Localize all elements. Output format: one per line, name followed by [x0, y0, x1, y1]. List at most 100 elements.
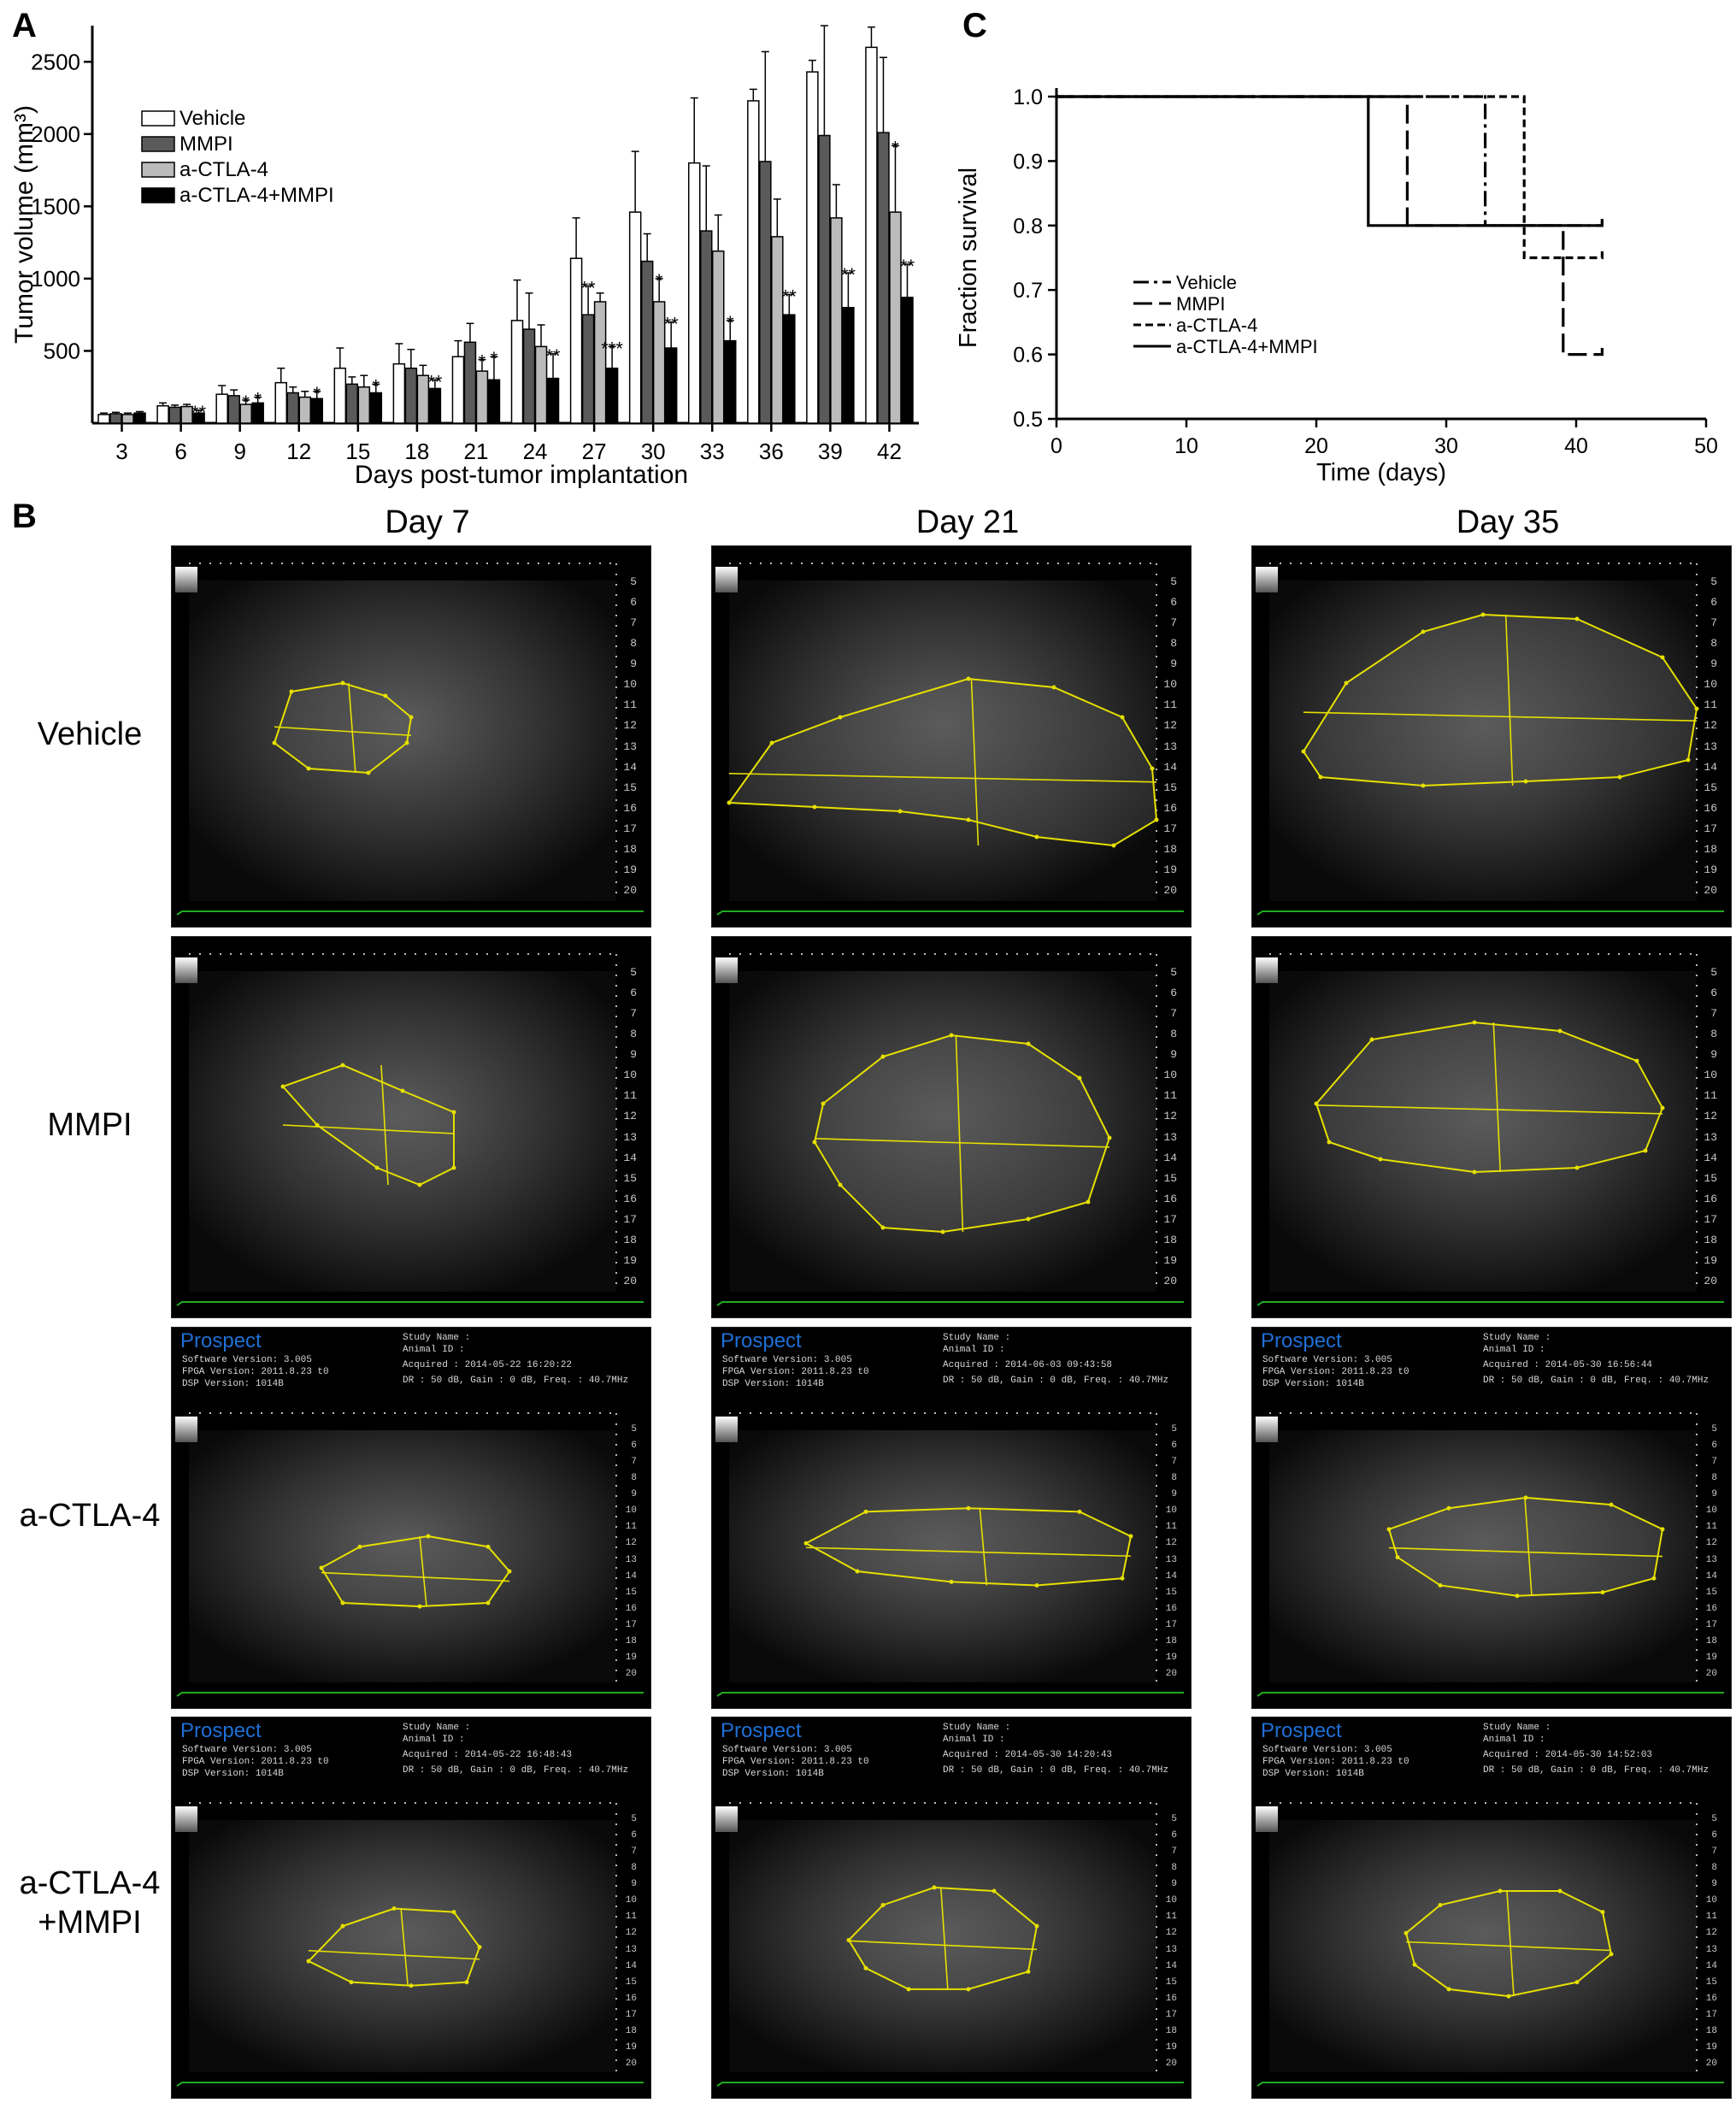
brand: Prospect	[180, 1329, 262, 1352]
outline-vertex	[451, 1110, 456, 1115]
row-label-actla4-mmpi: a-CTLA-4 +MMPI	[19, 1865, 161, 1941]
scanner-info-header: Prospect Software Version: 3.005 FPGA Vers…	[712, 1328, 1191, 1396]
outline-vertex	[803, 1541, 809, 1546]
outline-vertex	[1077, 1509, 1082, 1514]
significance-mark: *	[892, 137, 899, 158]
depth-tick-label: 12	[1165, 1538, 1177, 1549]
outline-vertex	[357, 1544, 362, 1549]
bar	[724, 339, 737, 424]
outline-vertex	[1026, 1217, 1031, 1222]
legend-label: a-CTLA-4	[179, 158, 268, 181]
outline-vertex	[769, 740, 774, 745]
outline-vertex	[1557, 1888, 1562, 1894]
bar	[546, 377, 560, 424]
depth-tick-label: 15	[625, 1587, 637, 1598]
depth-tick-label: 12	[1704, 719, 1717, 733]
outline-vertex	[280, 1084, 285, 1089]
outline-vertex	[1472, 1169, 1477, 1175]
bar	[121, 414, 134, 424]
y-tick-label: 1.0	[1013, 85, 1043, 109]
animal-id: Animal ID :	[403, 1345, 465, 1355]
depth-scale: 5 6 7 8 9 10 11 12 13 14 15 16 17 18 19 20	[626, 1812, 637, 2072]
depth-tick-label: 17	[623, 822, 637, 835]
y-tick-label: 2500	[31, 49, 80, 74]
depth-tick-label: 12	[1704, 1110, 1717, 1123]
outline-vertex	[812, 804, 817, 810]
measure-line	[728, 772, 1157, 783]
animal-id: Animal ID :	[943, 1735, 1005, 1745]
bar	[510, 320, 524, 424]
depth-scale: 5 6 7 8 9 10 11 12 13 14 15 16 17 18 19 20	[1704, 572, 1717, 901]
depth-tick-label: 14	[625, 1960, 637, 1971]
depth-tick-label: 16	[1704, 1192, 1717, 1205]
depth-tick-label: 20	[625, 1668, 637, 1679]
outline-vertex	[1150, 766, 1155, 771]
depth-tick-label: 15	[625, 1976, 637, 1988]
depth-tick-label: 19	[625, 2041, 637, 2053]
depth-scale: 5 6 7 8 9 10 11 12 13 14 15 16 17 18 19 20	[1706, 1812, 1717, 2072]
ultrasound-image: 5 6 7 8 9 10 11 12 13 14 15 16 17 18 19 20	[711, 545, 1192, 928]
outline-vertex	[1120, 1576, 1125, 1581]
depth-tick-label: 6	[631, 1830, 637, 1841]
depth-tick-label: 13	[625, 1944, 637, 1955]
depth-tick-label: 12	[623, 719, 637, 733]
depth-tick-label: 20	[1165, 2058, 1177, 2069]
depth-tick-label: 5	[631, 1424, 637, 1434]
software-version: Software Version: 3.005	[722, 1355, 852, 1365]
bar	[133, 412, 146, 424]
depth-tick-label: 17	[1163, 1212, 1177, 1226]
depth-tick-label: 14	[623, 1151, 637, 1164]
depth-tick-label: 14	[1704, 760, 1717, 774]
ultrasound-image: 5 6 7 8 9 10 11 12 13 14 15 16 17 18 19 20	[1251, 936, 1732, 1318]
bar	[428, 387, 442, 424]
outline-vertex	[1609, 1502, 1614, 1507]
depth-tick-label: 20	[1705, 2058, 1717, 2069]
outline-vertex	[1643, 1148, 1648, 1153]
ecg-trace	[1256, 2082, 1724, 2087]
y-tick-label: 0.8	[1013, 215, 1043, 239]
bar	[109, 413, 122, 424]
significance-mark: *	[313, 383, 321, 404]
depth-tick-label: 5	[630, 966, 637, 979]
outline-vertex	[485, 1544, 491, 1549]
scanner-info-header: Prospect Software Version: 3.005 FPGA Vers…	[1252, 1717, 1731, 1786]
outline-vertex	[1344, 680, 1349, 686]
depth-tick-label: 7	[1171, 1457, 1177, 1468]
gray-scale-bar	[175, 957, 197, 983]
legend-swatch	[141, 136, 175, 152]
ultrasound-image: 5 6 7 8 9 10 11 12 13 14 15 16 17 18 19 20 Prospect Softw…	[1251, 1717, 1732, 2099]
legend-label: a-CTLA-4+MMPI	[179, 184, 334, 207]
ultrasound-scan-graphic	[176, 1802, 644, 2087]
depth-tick-label: 18	[1704, 842, 1717, 856]
study-name: Study Name :	[403, 1333, 471, 1343]
brand: Prospect	[180, 1719, 262, 1742]
bar	[463, 341, 477, 424]
bar	[664, 347, 678, 424]
measure-line	[1504, 614, 1514, 786]
tissue-region	[189, 1820, 616, 2072]
measure-line	[805, 1546, 1132, 1558]
depth-tick-label: 6	[1710, 596, 1717, 610]
outline-vertex	[1609, 1952, 1614, 1957]
measure-line	[814, 1138, 1110, 1148]
significance-mark: *	[656, 270, 663, 292]
outline-vertex	[880, 1225, 886, 1230]
acquired-time: Acquired : 2014-05-30 16:56:44	[1483, 1360, 1653, 1370]
depth-scale: 5 6 7 8 9 10 11 12 13 14 15 16 17 18 19 20	[623, 963, 637, 1292]
outline-vertex	[400, 1088, 405, 1093]
depth-tick-label: 12	[623, 1110, 637, 1123]
measure-line	[970, 678, 980, 846]
depth-tick-label: 18	[623, 1233, 637, 1246]
outline-vertex	[507, 1569, 512, 1574]
depth-tick-label: 17	[1705, 1619, 1717, 1630]
outline-vertex	[855, 1569, 860, 1574]
depth-tick-label: 10	[1165, 1895, 1177, 1906]
y-tick-label: 1500	[31, 193, 80, 219]
gray-scale-bar	[1256, 567, 1278, 592]
depth-tick-label: 8	[631, 1863, 637, 1874]
significance-mark: *	[479, 351, 486, 373]
measure-line	[1315, 1105, 1663, 1115]
x-tick-label: 3	[115, 439, 127, 464]
depth-tick-label: 16	[1705, 1603, 1717, 1614]
outline-vertex	[1506, 1994, 1511, 1999]
